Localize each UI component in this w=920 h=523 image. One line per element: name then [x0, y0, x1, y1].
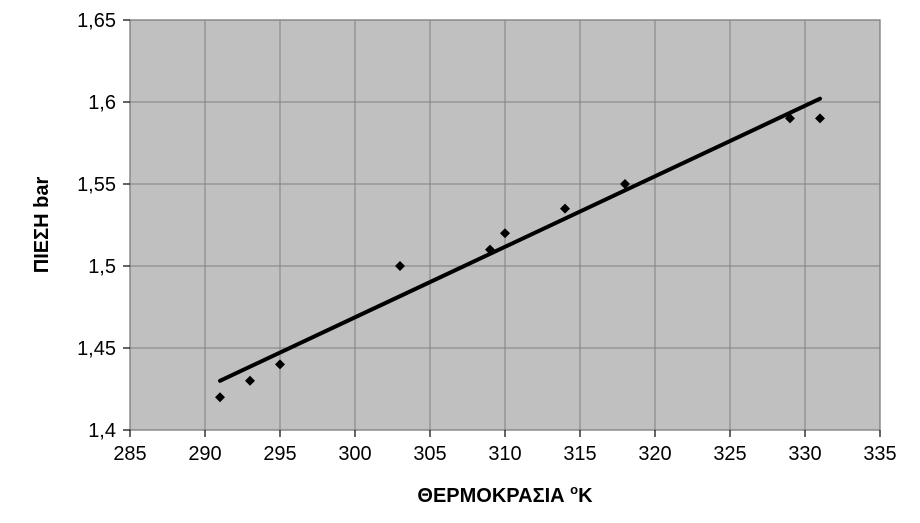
pressure-vs-temperature-chart: 285 290 295 300 305 310 315 320 325 330 335 1,4 1,45…	[0, 0, 920, 523]
x-tick-label: 295	[263, 443, 296, 465]
chart-svg: 285 290 295 300 305 310 315 320 325 330 335 1,4 1,45…	[0, 0, 920, 523]
y-tick-label: 1,5	[88, 256, 116, 278]
x-axis-title: ΘΕΡΜΟΚΡΑΣΙΑ oK	[417, 482, 593, 507]
y-tick-label: 1,55	[77, 174, 116, 196]
x-tick-label: 320	[638, 443, 671, 465]
x-tick-label: 330	[788, 443, 821, 465]
y-axis-title: ΠΙΕΣΗ bar	[31, 177, 53, 274]
y-tick-label: 1,4	[88, 420, 116, 442]
x-tick-label: 325	[713, 443, 746, 465]
y-tick-label: 1,45	[77, 338, 116, 360]
x-tick-label: 285	[113, 443, 146, 465]
x-tick-label: 290	[188, 443, 221, 465]
x-tick-label: 315	[563, 443, 596, 465]
x-tick-label: 335	[863, 443, 896, 465]
y-tick-label: 1,6	[88, 92, 116, 114]
x-tick-label: 305	[413, 443, 446, 465]
x-tick-label: 310	[488, 443, 521, 465]
y-tick-label: 1,65	[77, 10, 116, 32]
x-tick-label: 300	[338, 443, 371, 465]
